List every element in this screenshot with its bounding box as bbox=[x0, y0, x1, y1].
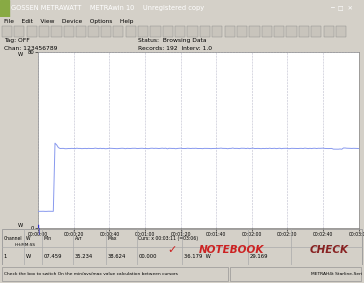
Bar bbox=[101, 26, 111, 37]
Bar bbox=[150, 26, 161, 37]
Bar bbox=[14, 26, 24, 37]
Text: Avr: Avr bbox=[75, 236, 82, 241]
Bar bbox=[126, 26, 136, 37]
Text: |: | bbox=[37, 228, 39, 235]
Bar bbox=[51, 26, 62, 37]
Text: Tag: OFF: Tag: OFF bbox=[4, 38, 29, 44]
Text: 29.169: 29.169 bbox=[249, 254, 268, 259]
Text: ✓: ✓ bbox=[168, 245, 177, 255]
Bar bbox=[88, 26, 99, 37]
Text: 1: 1 bbox=[4, 254, 7, 259]
Bar bbox=[311, 26, 321, 37]
Text: METRAH4t Starline-Seri: METRAH4t Starline-Seri bbox=[311, 272, 362, 276]
Bar bbox=[262, 26, 272, 37]
Bar bbox=[27, 26, 37, 37]
Bar bbox=[2, 267, 228, 281]
Text: W: W bbox=[25, 236, 30, 241]
Bar bbox=[2, 26, 12, 37]
Text: 38.624: 38.624 bbox=[107, 254, 126, 259]
Text: Status:  Browsing Data: Status: Browsing Data bbox=[138, 38, 207, 44]
Bar bbox=[76, 26, 86, 37]
Bar bbox=[200, 26, 210, 37]
Bar bbox=[249, 26, 260, 37]
Bar bbox=[230, 267, 361, 281]
Text: HH:MM:SS: HH:MM:SS bbox=[14, 243, 35, 247]
Text: Channel: Channel bbox=[4, 236, 22, 241]
Bar bbox=[286, 26, 297, 37]
Bar bbox=[0, 0, 9, 17]
Text: File    Edit    View    Device    Options    Help: File Edit View Device Options Help bbox=[4, 19, 133, 24]
Text: Curs: x 00:03:11 (=03:06): Curs: x 00:03:11 (=03:06) bbox=[138, 236, 198, 241]
Text: W: W bbox=[18, 52, 23, 57]
Bar bbox=[187, 26, 198, 37]
Text: W: W bbox=[18, 223, 23, 228]
Bar bbox=[39, 26, 49, 37]
Bar bbox=[274, 26, 284, 37]
Text: Check the box to switch On the min/avs/max value calculation between cursors: Check the box to switch On the min/avs/m… bbox=[4, 272, 178, 276]
Bar bbox=[113, 26, 123, 37]
Bar bbox=[237, 26, 247, 37]
Text: 00.000: 00.000 bbox=[138, 254, 157, 259]
Text: Chan: 123456789: Chan: 123456789 bbox=[4, 46, 57, 51]
Text: W: W bbox=[25, 254, 31, 259]
Bar bbox=[163, 26, 173, 37]
Text: 36.179  W: 36.179 W bbox=[184, 254, 211, 259]
Text: Min: Min bbox=[44, 236, 52, 241]
Bar bbox=[138, 26, 148, 37]
Bar bbox=[225, 26, 235, 37]
Text: Records: 192  Interv: 1.0: Records: 192 Interv: 1.0 bbox=[138, 46, 212, 51]
Bar bbox=[175, 26, 185, 37]
Bar bbox=[64, 26, 74, 37]
Text: ─  □  ✕: ─ □ ✕ bbox=[330, 6, 353, 11]
Text: 07.459: 07.459 bbox=[44, 254, 62, 259]
Text: NOTEBOOK: NOTEBOOK bbox=[199, 245, 265, 255]
Bar bbox=[324, 26, 334, 37]
Text: 35.234: 35.234 bbox=[75, 254, 93, 259]
Text: CHECK: CHECK bbox=[309, 245, 348, 255]
Bar bbox=[336, 26, 346, 37]
Bar bbox=[212, 26, 222, 37]
Text: Max: Max bbox=[107, 236, 117, 241]
Text: GOSSEN METRAWATT    METRAwin 10    Unregistered copy: GOSSEN METRAWATT METRAwin 10 Unregistere… bbox=[11, 5, 204, 12]
Bar bbox=[299, 26, 309, 37]
